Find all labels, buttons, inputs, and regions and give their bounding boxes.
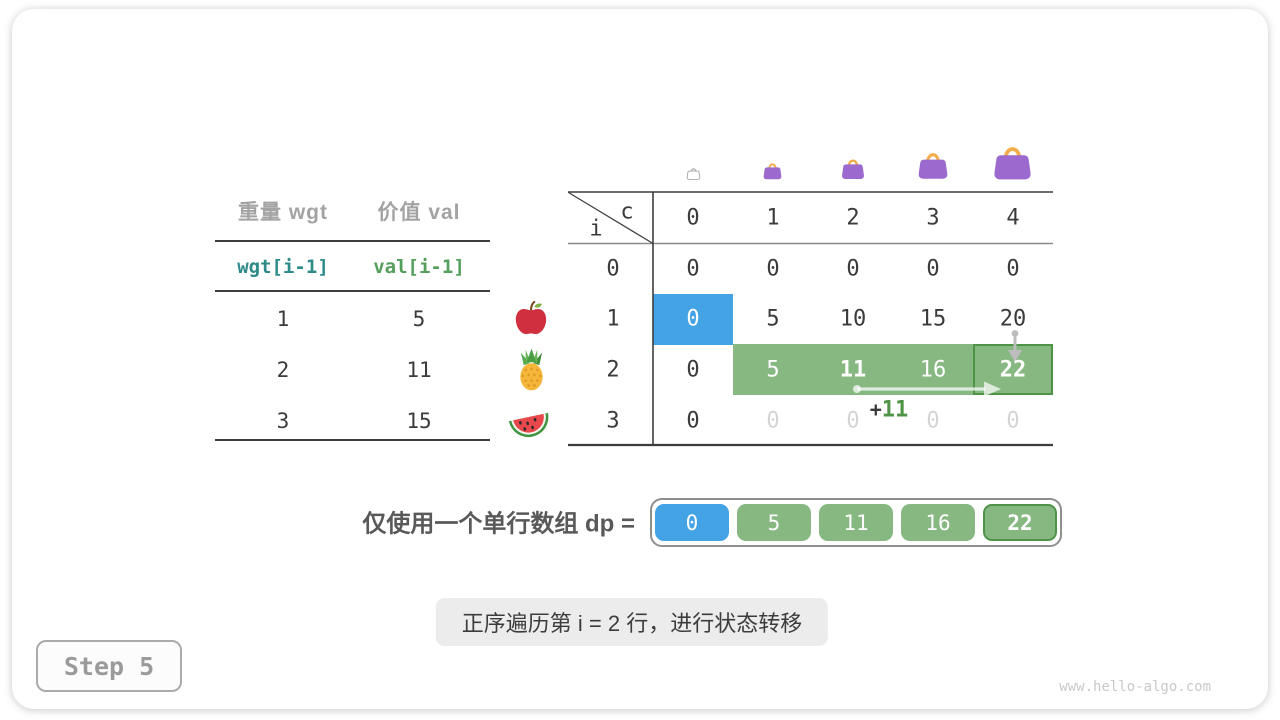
watermelon-icon [508, 412, 549, 438]
dp-array-cell-2: 11 [819, 504, 893, 541]
weights-table-header-val: 价值 val [377, 201, 461, 224]
step-badge: Step 5 [36, 640, 182, 692]
dp-cell-2-2: 11 [839, 357, 867, 383]
dp-cell-0-1: 0 [766, 256, 780, 282]
transition-arrow-right [853, 381, 1001, 397]
dp-row-header-0: 0 [606, 256, 620, 282]
dp-row-header-3: 3 [606, 408, 620, 434]
figure-frame [12, 9, 1268, 709]
dp-col-header-4: 4 [1006, 205, 1020, 231]
dp-cell-1-4: 20 [999, 306, 1027, 332]
dp-cell-2-1: 5 [766, 357, 780, 383]
dp-array-cell-3: 16 [901, 504, 975, 541]
dp-cell-0-3: 0 [926, 256, 940, 282]
weights-table-subheader-val: val[i-1] [373, 256, 465, 278]
dp-row2-highlight-green [733, 344, 1053, 395]
dp-table-grid-and-arrows [568, 191, 1053, 447]
dp-corner-col-var: c [620, 199, 634, 225]
dp-cell-2-0: 0 [686, 357, 700, 383]
dp-col-header-2: 2 [846, 205, 860, 231]
dp-cell-1-0: 0 [686, 306, 700, 332]
weights-table-row3-wgt: 3 [276, 409, 290, 433]
dp-cell-1-2: 10 [839, 306, 867, 332]
dp-row-header-2: 2 [606, 357, 620, 383]
apple-icon [515, 300, 547, 335]
weights-table-header-wgt: 重量 wgt [238, 201, 328, 224]
dp-array-cell-0: 0 [655, 504, 729, 541]
weights-table-row2-wgt: 2 [276, 358, 290, 382]
weights-table-row3-val: 15 [406, 409, 432, 433]
weights-table-row2-val: 11 [406, 358, 432, 382]
transition-annotation: +11 [870, 398, 909, 423]
dp-cell-3-4: 0 [1006, 408, 1020, 434]
dp-cell-3-0: 0 [686, 408, 700, 434]
weights-table-row1-wgt: 1 [276, 307, 290, 331]
weights-table-subheader-wgt: wgt[i-1] [237, 256, 329, 278]
dp-array-container: 0 5 11 16 22 [650, 498, 1062, 547]
dp-cell-2-3: 16 [919, 357, 947, 383]
weights-table-rule-mid [215, 290, 490, 292]
weights-table-row1-val: 5 [412, 307, 426, 331]
dp-cell-highlight-blue [653, 294, 733, 345]
dp-col-header-1: 1 [766, 205, 780, 231]
caption-text: 正序遍历第 i = 2 行，进行状态转移 [435, 598, 829, 646]
watermark: www.hello-algo.com [1059, 679, 1211, 695]
dp-array-cell-4: 22 [983, 504, 1057, 541]
dp-cell-2-4: 22 [999, 357, 1027, 383]
dp-array-cell-1: 5 [737, 504, 811, 541]
dp-corner-row-var: i [589, 216, 603, 242]
dp-cell-0-2: 0 [846, 256, 860, 282]
transition-annotation-plus: + [869, 397, 882, 422]
compare-arrow-down [1008, 330, 1022, 362]
dp-cell-1-1: 5 [766, 306, 780, 332]
dp-cell-22-active-border [973, 344, 1053, 395]
dp-cell-0-0: 0 [686, 256, 700, 282]
dp-cell-1-3: 15 [919, 306, 947, 332]
dp-cell-3-3: 0 [926, 408, 940, 434]
dp-cell-0-4: 0 [1006, 256, 1020, 282]
dp-col-header-0: 0 [686, 205, 700, 231]
pineapple-icon [520, 348, 543, 391]
weights-table-rule-bottom [215, 439, 490, 441]
dp-row-header-1: 1 [606, 306, 620, 332]
weights-table-rule-top [215, 240, 490, 242]
dp-col-header-3: 3 [926, 205, 940, 231]
transition-annotation-value: 11 [881, 397, 909, 423]
dp-array-label: 仅使用一个单行数组 dp = [362, 510, 635, 538]
dp-cell-3-1: 0 [766, 408, 780, 434]
dp-cell-3-2: 0 [846, 408, 860, 434]
